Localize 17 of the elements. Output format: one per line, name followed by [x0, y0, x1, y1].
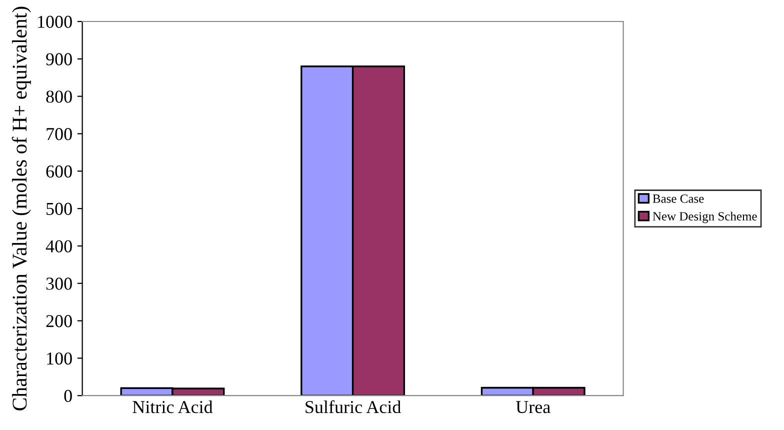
legend-label: Base Case [652, 194, 704, 203]
y-tick-label: 400 [46, 240, 72, 252]
y-tick-label: 1000 [38, 16, 72, 28]
y-tick-label: 500 [46, 202, 72, 215]
x-tick-label: Urea [516, 401, 550, 414]
y-tick-label: 0 [64, 390, 72, 402]
x-tick-label: Nitric Acid [132, 400, 213, 414]
y-tick-label: 600 [46, 165, 72, 178]
y-tick-label: 100 [47, 352, 72, 365]
y-tick-label: 200 [46, 315, 72, 328]
y-tick-label: 700 [46, 128, 72, 140]
y-tick-label: 800 [46, 90, 72, 103]
y-axis-title: Characterization Value (moles of H+ equivalent) [12, 6, 31, 410]
y-tick-label: 300 [46, 278, 72, 290]
x-tick-label: Sulfuric Acid [306, 400, 401, 414]
legend-label: New Design Scheme [652, 212, 757, 224]
y-tick-label: 900 [46, 53, 72, 66]
